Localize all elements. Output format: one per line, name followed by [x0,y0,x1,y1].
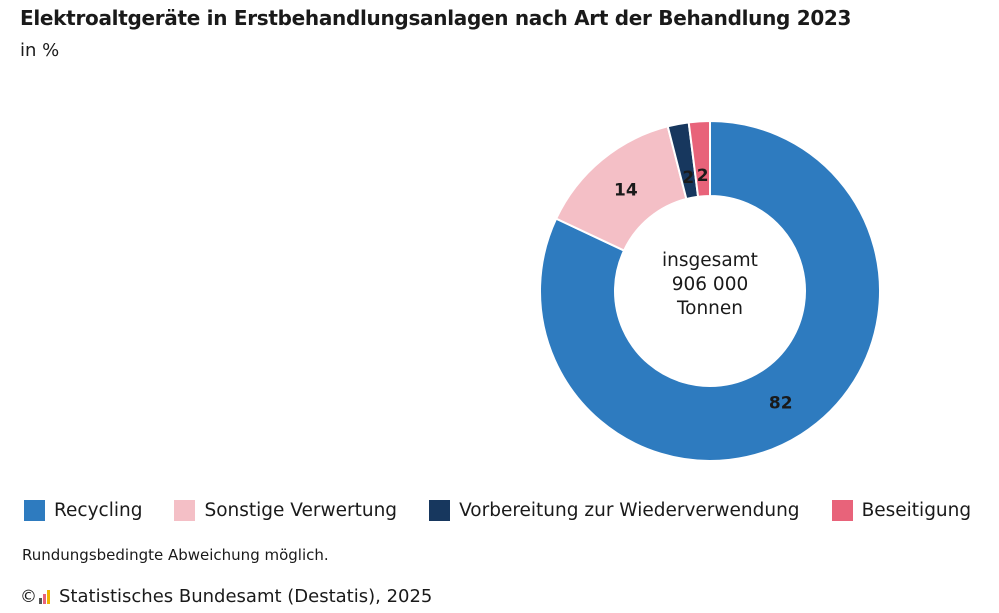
copyright-icon: © [20,586,37,607]
data-label-beseitigung: 2 [697,166,709,186]
data-label-recycling: 82 [769,393,793,413]
source-footer: © Statistisches Bundesamt (Destatis), 20… [20,586,432,607]
source-text: Statistisches Bundesamt (Destatis), 2025 [59,586,433,607]
legend-swatch-recycling [24,500,45,521]
center-label-line-2: 906 000 [672,274,749,295]
legend-label-recycling: Recycling [54,500,143,521]
destatis-logo-icon [39,589,51,604]
legend-label-vorbereitung: Vorbereitung zur Wiederverwendung [459,500,800,521]
donut-slice-recycling [539,119,881,462]
legend: Recycling Sonstige Verwertung Vorbereitu… [24,500,971,521]
chart-title: Elektroaltgeräte in Erstbehandlungsanlag… [20,6,852,30]
legend-item-recycling: Recycling [24,500,142,521]
rounding-note: Rundungsbedingte Abweichung möglich. [22,546,329,564]
data-label-sonstige-verwertung: 14 [614,180,638,200]
legend-item-beseitigung: Beseitigung [831,500,972,521]
legend-swatch-sonstige-verwertung [174,500,196,521]
legend-label-beseitigung: Beseitigung [861,500,972,521]
center-label-line-3: Tonnen [676,298,743,319]
legend-item-sonstige-verwertung: Sonstige Verwertung [174,500,397,521]
data-label-vorbereitung: 2 [682,168,694,188]
chart-unit: in % [20,40,60,61]
legend-item-vorbereitung: Vorbereitung zur Wiederverwendung [429,500,800,521]
legend-label-sonstige-verwertung: Sonstige Verwertung [204,500,398,521]
legend-swatch-beseitigung [831,500,853,521]
center-label-line-1: insgesamt [662,250,758,271]
legend-swatch-vorbereitung [429,500,451,521]
donut-slice-beseitigung [687,119,711,198]
